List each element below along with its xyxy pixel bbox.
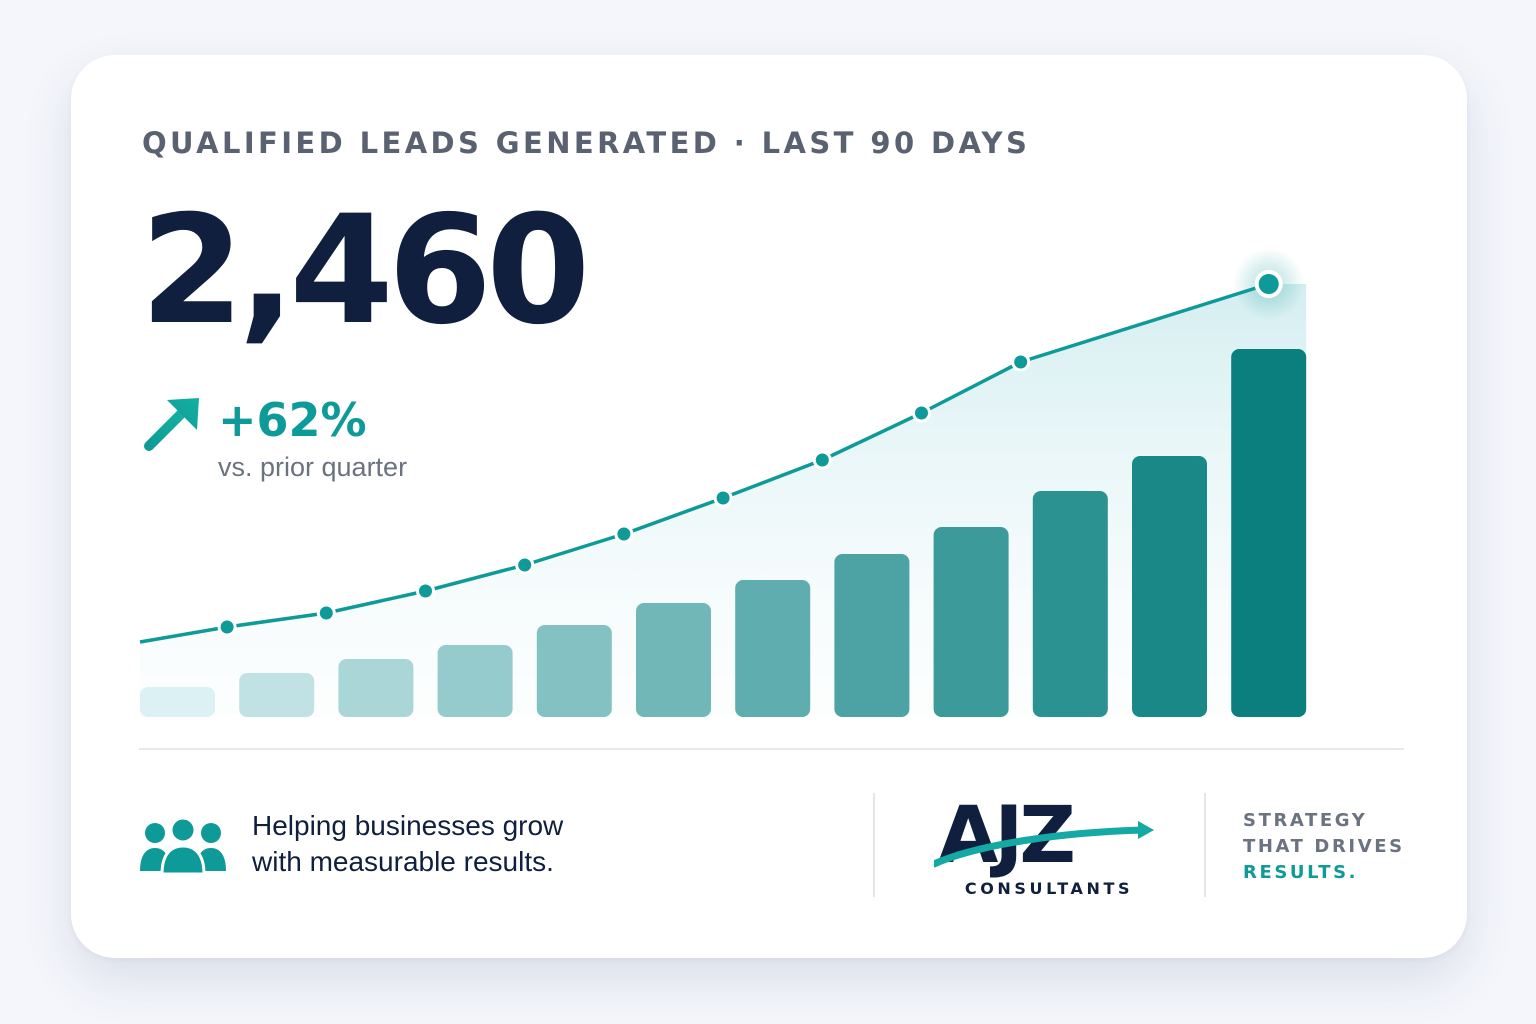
bar-1: [140, 687, 215, 717]
change-caption: vs. prior quarter: [218, 452, 408, 482]
footer-separator: [1204, 793, 1206, 897]
slogan-line-2: THAT DRIVES: [1243, 836, 1405, 857]
divider: [139, 748, 1404, 750]
bar-3: [338, 659, 414, 717]
trend-point-3: [416, 581, 435, 601]
bar-4: [437, 645, 513, 717]
bar-7: [735, 580, 811, 717]
tagline-line-2: with measurable results.: [252, 846, 554, 877]
change-percent: +62%: [218, 393, 367, 447]
trend-point-4: [515, 555, 535, 575]
trend-point-5: [614, 524, 634, 544]
trend-point-8: [912, 403, 931, 423]
tagline: Helping businesses grow with measurable …: [252, 808, 672, 880]
kpi-title: QUALIFIED LEADS GENERATED · LAST 90 DAYS: [142, 126, 1031, 160]
bar-6: [636, 603, 711, 717]
arrow-up-right-icon: [144, 398, 199, 451]
trend-point-6: [713, 488, 733, 508]
bar-10: [1032, 491, 1108, 717]
bar-9: [933, 527, 1009, 717]
footer-separator: [873, 793, 875, 897]
tagline-line-1: Helping businesses grow: [252, 810, 564, 841]
team-icon: [140, 816, 226, 876]
bar-8: [834, 554, 910, 717]
slogan: STRATEGY THAT DRIVES RESULTS.: [1243, 808, 1405, 886]
slogan-line-3: RESULTS.: [1243, 862, 1359, 883]
bar-2: [239, 673, 315, 717]
bar-12: [1231, 349, 1307, 717]
trend-point-2: [316, 603, 336, 623]
logo-name: CONSULTANTS: [965, 879, 1133, 898]
ajz-logo: AJZ CONSULTANTS: [934, 791, 1154, 898]
bar-11: [1132, 456, 1207, 717]
bar-5: [536, 625, 612, 717]
trend-point-7: [812, 450, 832, 470]
trend-point-9: [1011, 352, 1031, 372]
kpi-value: 2,460: [140, 184, 590, 358]
slogan-line-1: STRATEGY: [1243, 810, 1368, 831]
trend-point-peak: [1254, 270, 1283, 298]
trend-point-1: [217, 617, 237, 637]
